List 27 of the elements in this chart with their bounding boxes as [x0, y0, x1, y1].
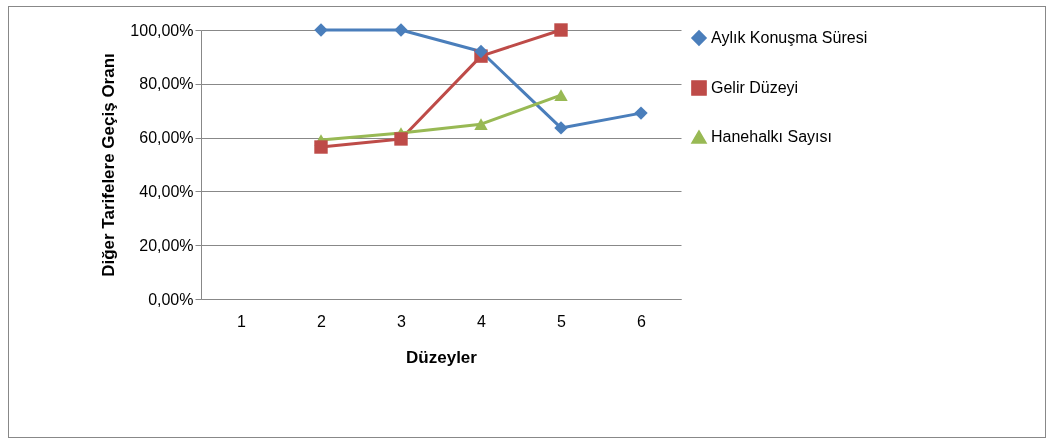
legend-label: Hanehalkı Sayısı — [711, 128, 832, 145]
x-tick-label: 4 — [477, 312, 487, 330]
legend-label: Gelir Düzeyi — [711, 79, 799, 96]
point — [554, 89, 568, 101]
point — [394, 132, 408, 146]
y-axis-title: Diğer Tarifelere Geçiş Oranı — [99, 53, 119, 277]
point — [394, 23, 408, 37]
y-tick-label: 20,00% — [139, 236, 194, 254]
point — [474, 44, 488, 59]
x-tick-label: 3 — [397, 312, 407, 330]
x-axis-title: Düzeyler — [406, 347, 478, 367]
x-tick-label: 2 — [317, 312, 327, 330]
y-tick-label: 80,00% — [139, 75, 194, 93]
point — [554, 23, 568, 37]
x-tick-label: 1 — [237, 312, 247, 330]
y-tick-label: 40,00% — [139, 182, 194, 200]
point — [314, 23, 328, 37]
point — [314, 140, 328, 154]
point — [474, 118, 488, 130]
legend-label: Aylık Konuşma Süresi — [711, 29, 868, 46]
point — [634, 106, 648, 120]
y-tick-label: 100,00% — [130, 21, 194, 39]
x-tick-label: 5 — [557, 312, 567, 330]
y-tick-label: 0,00% — [148, 290, 194, 308]
y-tick-label: 60,00% — [139, 129, 194, 147]
point — [554, 121, 568, 135]
x-tick-label: 6 — [637, 312, 647, 330]
